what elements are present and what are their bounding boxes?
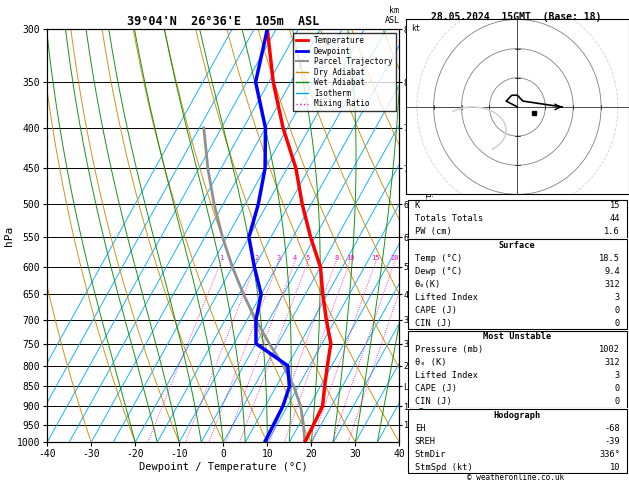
- Text: StmDir: StmDir: [415, 450, 446, 459]
- Text: 3: 3: [615, 371, 620, 380]
- FancyBboxPatch shape: [408, 200, 626, 238]
- Text: 0: 0: [615, 319, 620, 328]
- Text: 2: 2: [255, 255, 259, 261]
- Text: 28.05.2024  15GMT  (Base: 18): 28.05.2024 15GMT (Base: 18): [431, 12, 601, 22]
- Text: SREH: SREH: [415, 436, 436, 446]
- Text: EH: EH: [415, 424, 425, 433]
- X-axis label: Dewpoint / Temperature (°C): Dewpoint / Temperature (°C): [139, 462, 308, 472]
- Text: Surface: Surface: [499, 241, 536, 249]
- Text: 5: 5: [306, 255, 310, 261]
- Text: 15: 15: [610, 201, 620, 210]
- Text: 312: 312: [604, 358, 620, 367]
- Text: θₑ (K): θₑ (K): [415, 358, 446, 367]
- Text: 1002: 1002: [599, 345, 620, 354]
- Legend: Temperature, Dewpoint, Parcel Trajectory, Dry Adiabat, Wet Adiabat, Isotherm, Mi: Temperature, Dewpoint, Parcel Trajectory…: [293, 33, 396, 111]
- Text: 3: 3: [277, 255, 281, 261]
- FancyBboxPatch shape: [408, 409, 626, 473]
- FancyBboxPatch shape: [408, 331, 626, 408]
- Text: 10: 10: [346, 255, 354, 261]
- Text: 0: 0: [615, 384, 620, 393]
- Text: 44: 44: [610, 214, 620, 224]
- Text: © weatheronline.co.uk: © weatheronline.co.uk: [467, 473, 564, 482]
- Text: Pressure (mb): Pressure (mb): [415, 345, 483, 354]
- Text: 10: 10: [610, 463, 620, 472]
- Text: 3: 3: [615, 293, 620, 302]
- Text: CAPE (J): CAPE (J): [415, 306, 457, 315]
- Text: Lifted Index: Lifted Index: [415, 371, 477, 380]
- Text: CAPE (J): CAPE (J): [415, 384, 457, 393]
- Text: Temp (°C): Temp (°C): [415, 254, 462, 262]
- Text: 4: 4: [293, 255, 298, 261]
- Text: 9.4: 9.4: [604, 267, 620, 276]
- Text: StmSpd (kt): StmSpd (kt): [415, 463, 472, 472]
- Text: km
ASL: km ASL: [384, 6, 399, 25]
- Text: -68: -68: [604, 424, 620, 433]
- Text: 0: 0: [615, 306, 620, 315]
- Text: -39: -39: [604, 436, 620, 446]
- Text: 1.6: 1.6: [604, 227, 620, 237]
- Text: kt: kt: [411, 24, 421, 33]
- Text: 312: 312: [604, 280, 620, 289]
- Title: 39°04'N  26°36'E  105m  ASL: 39°04'N 26°36'E 105m ASL: [127, 15, 320, 28]
- Y-axis label: Mixing Ratio (g/kg): Mixing Ratio (g/kg): [423, 188, 433, 283]
- Text: 0: 0: [615, 398, 620, 406]
- Text: PW (cm): PW (cm): [415, 227, 452, 237]
- Text: Dewp (°C): Dewp (°C): [415, 267, 462, 276]
- Y-axis label: hPa: hPa: [4, 226, 14, 246]
- Text: Lifted Index: Lifted Index: [415, 293, 477, 302]
- Text: 20: 20: [391, 255, 399, 261]
- Text: 336°: 336°: [599, 450, 620, 459]
- Text: CIN (J): CIN (J): [415, 319, 452, 328]
- FancyBboxPatch shape: [408, 240, 626, 329]
- Text: 8: 8: [334, 255, 338, 261]
- Text: 15: 15: [372, 255, 380, 261]
- Text: Hodograph: Hodograph: [494, 411, 541, 419]
- Text: Most Unstable: Most Unstable: [483, 332, 552, 341]
- Text: θₑ(K): θₑ(K): [415, 280, 441, 289]
- Text: CIN (J): CIN (J): [415, 398, 452, 406]
- Text: 18.5: 18.5: [599, 254, 620, 262]
- Text: K: K: [415, 201, 420, 210]
- Text: 1: 1: [219, 255, 223, 261]
- Text: Totals Totals: Totals Totals: [415, 214, 483, 224]
